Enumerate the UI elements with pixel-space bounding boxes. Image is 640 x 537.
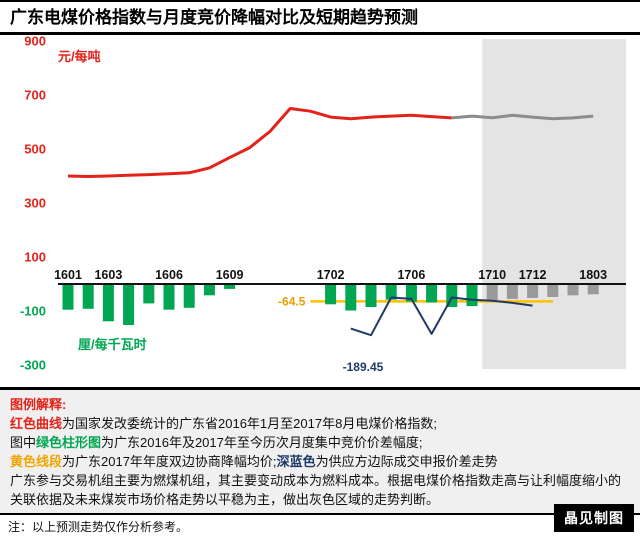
y-tick-label-900: 900 xyxy=(24,35,46,49)
legend-paragraph: 广东参与交易机组主要为燃煤机组，其主要变动成本为燃料成本。根据电煤价格指数走高与… xyxy=(10,473,622,507)
legend-text-red-line: 为国家发改委统计的广东省2016年1月至2017年8月电煤价格指数; xyxy=(62,416,437,431)
legend-line-green: 图中绿色柱形图为广东2016年及2017年至今历次月度集中竞价价差幅度; xyxy=(10,433,630,452)
y-tick-label-300: 300 xyxy=(24,196,46,211)
forecast-region xyxy=(482,39,626,369)
bid-spread-bar-1707 xyxy=(426,284,438,303)
bid-spread-bar-1711 xyxy=(506,284,518,299)
x-tick-label-1706: 1706 xyxy=(397,268,425,282)
legend-panel: 图例解释: 红色曲线为国家发改委统计的广东省2016年1月至2017年8月电煤价… xyxy=(0,387,640,513)
page-title: 广东电煤价格指数与月度竞价降幅对比及短期趋势预测 xyxy=(0,2,640,35)
legend-text-green-pre: 图中 xyxy=(10,435,37,450)
legend-text-green-bars: 为广东2016年及2017年至今历次月度集中竞价价差幅度; xyxy=(101,435,423,450)
supply-bid-min-label: -189.45 xyxy=(343,360,384,374)
y-tick-label-500: 500 xyxy=(24,142,46,157)
legend-heading: 图例解释: xyxy=(10,397,67,412)
bid-spread-bar-1605 xyxy=(143,284,155,304)
bid-spread-bar-1604 xyxy=(123,284,135,325)
x-tick-label-1609: 1609 xyxy=(216,268,244,282)
bid-spread-bar-1601 xyxy=(62,284,74,310)
legend-text-navy-line: 为供应方边际成交申报价差走势 xyxy=(315,454,498,469)
bid-spread-bar-1708 xyxy=(446,284,458,307)
x-tick-label-1601: 1601 xyxy=(54,268,82,282)
y-tick-label-100: 100 xyxy=(24,250,46,265)
price-forecast-line xyxy=(451,113,594,121)
x-tick-label-1803: 1803 xyxy=(579,268,607,282)
bid-spread-bar-1802 xyxy=(567,284,579,296)
bid-spread-bar-1702 xyxy=(325,284,337,305)
bid-spread-bar-1710 xyxy=(486,284,498,301)
legend-key-green-bars: 绿色柱形图 xyxy=(36,435,102,450)
footer-bar: 注：以上预测走势仅作分析参考。 xyxy=(0,513,640,537)
y-unit-bottom-label: 厘/每千瓦时 xyxy=(78,337,147,352)
chart-area: -64.5 -189.45 900 700 500 300 100 -100 -300 元/每吨厘… xyxy=(0,35,640,387)
legend-text-yellow-line: 为广东2017年年度双边协商降幅均价; xyxy=(62,454,277,469)
negotiated-avg-label: -64.5 xyxy=(278,294,306,308)
bid-spread-bar-1803 xyxy=(587,284,599,295)
bid-spread-bar-1712 xyxy=(527,284,539,298)
legend-key-navy-line: 深蓝色 xyxy=(276,454,316,469)
y-unit-top-label: 元/每吨 xyxy=(58,49,101,64)
bid-spread-bar-1705 xyxy=(385,284,397,300)
legend-line-yellow-navy: 黄色线段为广东2017年年度双边协商降幅均价;深蓝色为供应方边际成交申报价差走势 xyxy=(10,452,630,471)
bid-spread-bar-1709 xyxy=(466,284,478,307)
y-tick-label-700: 700 xyxy=(24,88,46,103)
bid-spread-bar-1609 xyxy=(224,284,236,289)
bid-spread-bar-1606 xyxy=(163,284,175,310)
credit-badge: 晶见制图 xyxy=(554,504,634,532)
bid-spread-bar-1602 xyxy=(82,284,94,309)
footnote: 注：以上预测走势仅作分析参考。 xyxy=(8,519,189,534)
bid-spread-bar-1801 xyxy=(547,284,559,297)
supply-bid-line xyxy=(350,296,533,337)
bid-spread-bar-1703 xyxy=(345,284,357,311)
y-tick-label--300: -300 xyxy=(20,358,46,373)
bid-spread-bar-1603 xyxy=(102,284,114,322)
x-tick-label-1603: 1603 xyxy=(94,268,122,282)
price-index-line xyxy=(67,107,452,178)
legend-key-red-line: 红色曲线 xyxy=(10,416,63,431)
bid-spread-bar-1608 xyxy=(203,284,215,296)
legend-line-red: 红色曲线为国家发改委统计的广东省2016年1月至2017年8月电煤价格指数; xyxy=(10,414,630,433)
y-tick-label--100: -100 xyxy=(20,304,46,319)
bid-spread-bar-1704 xyxy=(365,284,377,307)
x-tick-label-1702: 1702 xyxy=(317,268,345,282)
x-tick-label-1606: 1606 xyxy=(155,268,183,282)
x-tick-label-1712: 1712 xyxy=(519,268,547,282)
bid-spread-bar-1706 xyxy=(405,284,417,302)
x-tick-label-1710: 1710 xyxy=(478,268,506,282)
legend-key-yellow-line: 黄色线段 xyxy=(10,454,63,469)
bid-spread-bar-1607 xyxy=(183,284,195,308)
chart-svg: -64.5 -189.45 900 700 500 300 100 -100 -300 元/每吨厘… xyxy=(20,35,626,374)
